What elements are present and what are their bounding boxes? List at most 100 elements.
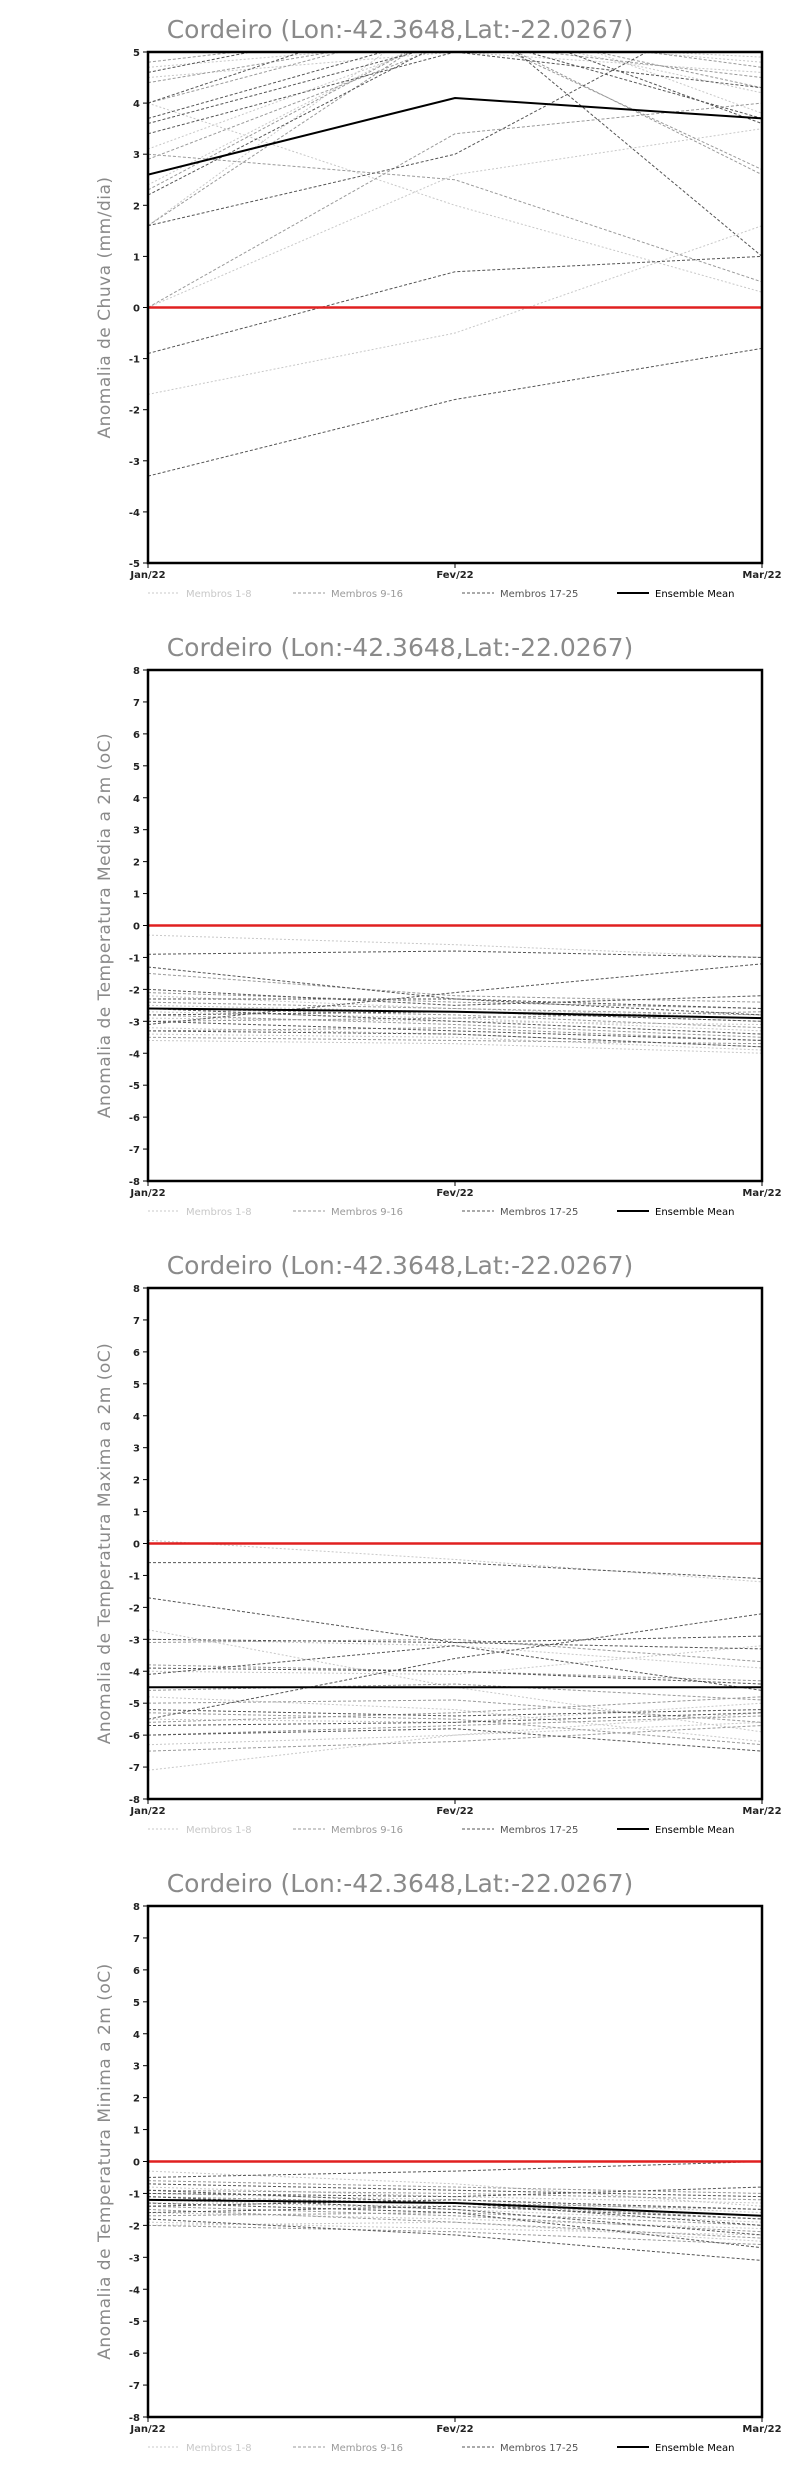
series-group [148,1539,762,1771]
y-tick-label: 7 [133,1316,140,1327]
member-line [148,52,762,257]
y-tick-label: -3 [129,2253,140,2264]
member-line [148,1001,762,1016]
legend-label: Membros 17-25 [500,589,578,600]
legend-label: Membros 17-25 [500,1207,578,1218]
member-line [148,52,762,191]
member-line [148,2180,762,2194]
y-tick-label: 6 [133,1348,140,1359]
y-tick-label: -4 [129,2285,140,2296]
ensemble-mean-line [148,2198,762,2217]
y-tick-label: 6 [133,730,140,741]
member-line [148,1715,762,1736]
member-line [148,1030,762,1048]
y-tick-label: -2 [129,2221,140,2232]
y-axis-label: Anomalia de Temperatura Maxima a 2m (oC) [95,1343,115,1745]
member-line [148,52,762,227]
member-line [148,2189,762,2201]
legend-label: Membros 9-16 [331,1207,403,1218]
x-tick-label: Mar/22 [742,1806,781,1817]
y-tick-label: -8 [129,1795,140,1806]
legend-label: Membros 1-8 [186,589,252,600]
x-tick-label: Fev/22 [436,1806,473,1817]
member-line [148,1728,762,1752]
chart-title: Cordeiro (Lon:-42.3648,Lat:-22.0267) [167,1251,634,1280]
y-tick-label: 6 [133,1966,140,1977]
y-tick-label: 7 [133,1934,140,1945]
member-line [148,52,762,176]
y-tick-label: 3 [133,826,140,837]
y-tick-label: -2 [129,1603,140,1614]
y-tick-label: 2 [133,201,140,212]
member-line [148,2202,762,2249]
member-line [148,1562,762,1580]
member-line [148,52,762,135]
member-line [148,225,762,395]
member-line [148,972,762,1003]
y-tick-label: -5 [129,559,140,570]
member-line [148,255,762,354]
member-line [148,2170,762,2207]
y-tick-label: -7 [129,1763,140,1774]
y-tick-label: 8 [133,1284,140,1295]
x-tick-label: Jan/22 [129,2424,165,2435]
y-tick-label: 5 [133,1380,140,1391]
member-line [148,52,419,125]
y-tick-label: 4 [133,2030,140,2041]
y-tick-label: 8 [133,1902,140,1913]
member-line [148,1008,762,1029]
x-tick-label: Fev/22 [436,570,473,581]
legend-label: Membros 9-16 [331,589,403,600]
member-line [148,52,427,196]
member-line [148,52,762,119]
y-tick-label: -6 [129,1731,140,1742]
y-tick-label: 0 [133,922,140,933]
legend-label: Ensemble Mean [655,1207,734,1218]
member-line [148,2205,762,2220]
member-line [148,1027,762,1041]
y-tick-label: -6 [129,2349,140,2360]
member-line [148,102,762,293]
y-tick-label: -5 [129,1699,140,1710]
member-line [148,2199,762,2210]
legend-label: Membros 1-8 [186,1825,252,1836]
member-line [148,2183,762,2198]
x-tick-label: Fev/22 [436,1188,473,1199]
y-tick-label: -8 [129,2413,140,2424]
member-line [148,1011,762,1022]
member-line [148,52,762,68]
x-tick-label: Mar/22 [742,2424,781,2435]
y-axis-label: Anomalia de Temperatura Minima a 2m (oC) [95,1963,115,2360]
y-tick-label: 0 [133,1540,140,1551]
y-tick-label: -4 [129,1049,140,1060]
y-tick-label: -4 [129,1667,140,1678]
y-tick-label: 1 [133,252,140,263]
legend-label: Membros 9-16 [331,1825,403,1836]
member-line [148,52,762,79]
y-axis-label: Anomalia de Temperatura Media a 2m (oC) [95,733,115,1118]
y-tick-label: -3 [129,1635,140,1646]
member-line [148,2208,762,2239]
x-tick-label: Jan/22 [129,570,165,581]
y-tick-label: 4 [133,794,140,805]
y-tick-label: -3 [129,1017,140,1028]
member-line [148,52,762,125]
member-line [148,1645,762,1691]
x-tick-label: Jan/22 [129,1188,165,1199]
y-tick-label: 7 [133,698,140,709]
x-tick-label: Jan/22 [129,1806,165,1817]
y-tick-label: 5 [133,1998,140,2009]
member-line [148,1702,762,1723]
series-group [148,52,762,477]
y-tick-label: 3 [133,1444,140,1455]
y-tick-label: 1 [133,2126,140,2137]
y-tick-label: -8 [129,1177,140,1188]
y-tick-label: 3 [133,2062,140,2073]
y-tick-label: -6 [129,1113,140,1124]
x-tick-label: Fev/22 [436,2424,473,2435]
member-line [148,2221,762,2242]
legend-label: Membros 9-16 [331,2443,403,2454]
member-line [148,1712,762,1746]
y-tick-label: 5 [133,48,140,59]
member-line [148,52,762,186]
